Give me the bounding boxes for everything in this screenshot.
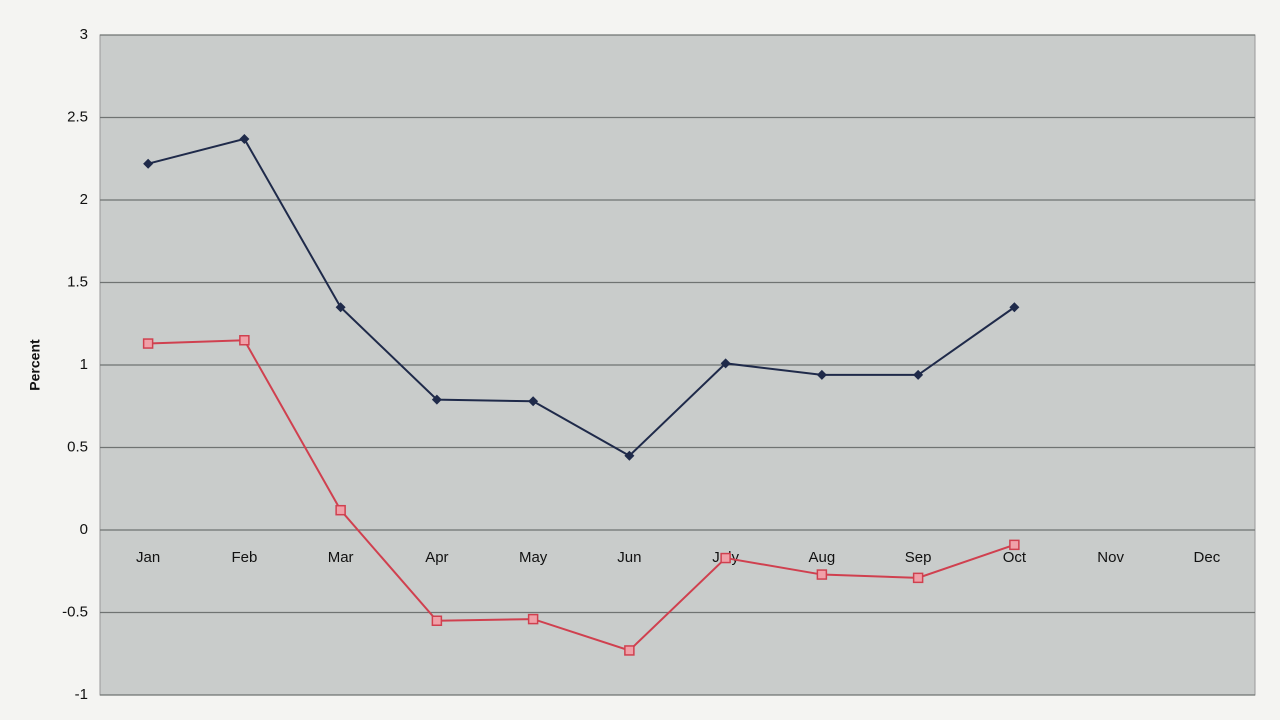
point-marker — [816, 569, 828, 580]
x-tick-label: Apr — [425, 549, 448, 566]
point-marker — [912, 572, 924, 584]
point-marker — [816, 369, 827, 380]
point-marker — [431, 615, 443, 626]
y-tick-label: 1 — [80, 356, 88, 373]
y-tick-label: 0 — [80, 521, 88, 538]
point-marker — [1009, 302, 1020, 313]
y-tick-label: 1.5 — [67, 273, 88, 290]
point-marker — [142, 338, 154, 349]
point-marker — [431, 394, 442, 405]
y-tick-label: 3 — [80, 26, 88, 43]
x-tick-label: Aug — [809, 549, 836, 566]
x-tick-label: Jun — [617, 549, 641, 566]
point-marker — [528, 396, 539, 407]
point-marker — [527, 613, 539, 625]
x-tick-label: Sep — [905, 549, 932, 566]
x-tick-label: Jan — [136, 549, 160, 566]
x-tick-label: Feb — [231, 549, 257, 566]
series-line — [147, 137, 1015, 457]
point-marker — [913, 369, 924, 380]
point-marker — [335, 302, 346, 313]
point-marker — [239, 133, 250, 144]
x-tick-label: Dec — [1194, 549, 1221, 566]
y-tick-label: 0.5 — [67, 438, 88, 455]
x-tick-label: Mar — [328, 549, 354, 566]
y-tick-label: 2 — [80, 191, 88, 208]
x-tick-label: Oct — [1003, 549, 1027, 566]
point-marker — [720, 552, 731, 564]
y-axis-label: Percent — [27, 339, 43, 391]
point-marker — [720, 358, 731, 369]
series-line — [148, 339, 1015, 652]
y-tick-label: -0.5 — [62, 603, 88, 620]
y-tick-label: 2.5 — [67, 108, 88, 125]
point-marker — [335, 504, 346, 516]
point-marker — [1009, 539, 1020, 551]
point-marker — [239, 335, 250, 346]
y-tick-label: -1 — [75, 686, 88, 703]
x-tick-label: May — [519, 549, 548, 566]
point-marker — [143, 158, 154, 169]
point-marker — [624, 645, 635, 656]
point-marker — [624, 450, 635, 461]
x-tick-label: Nov — [1097, 549, 1124, 566]
